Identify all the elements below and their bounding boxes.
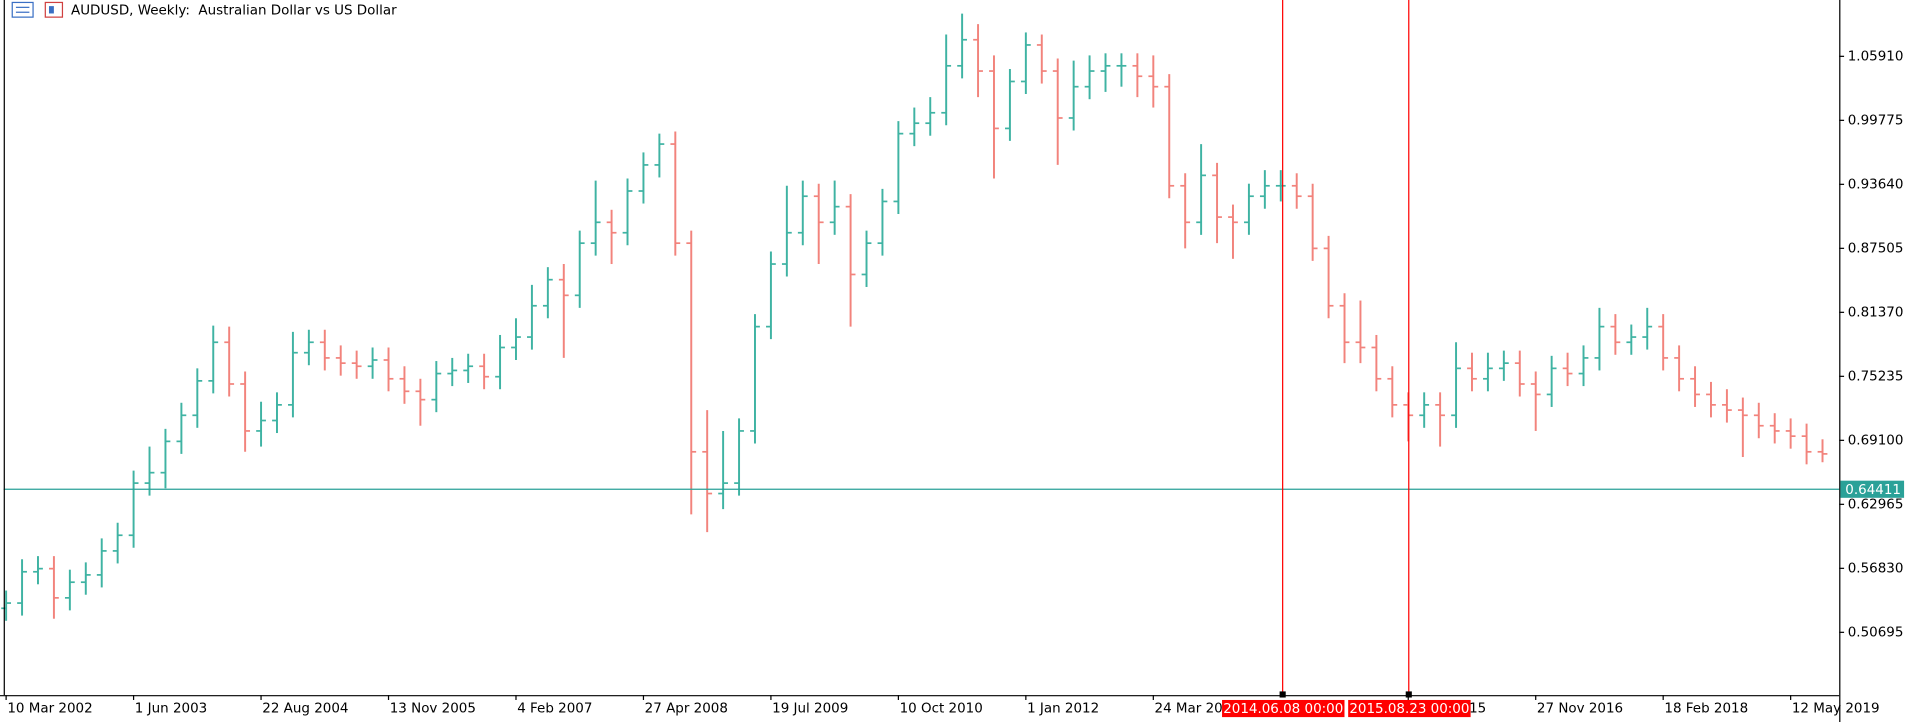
y-tick-label: 0.69100 (1848, 433, 1904, 448)
vertical-line-label: 2014.06.08 00:00 (1223, 702, 1343, 717)
current-price-label-bg (1840, 480, 1905, 498)
y-tick-label: 0.75235 (1848, 369, 1904, 384)
icon-part (48, 6, 54, 14)
line-anchor (1405, 691, 1412, 698)
overlay-layer: 2014.06.08 00:00 2015.08.23 00:00 (1222, 0, 1471, 717)
chart-icon[interactable] (11, 1, 34, 18)
y-tick-label: 0.99775 (1848, 113, 1904, 128)
chart-icons[interactable] (11, 1, 64, 18)
line-anchor (1279, 691, 1286, 698)
y-tick-label: 1.05910 (1848, 49, 1904, 64)
vertical-line-label-bg (1348, 699, 1471, 718)
x-tick-label: 13 Nov 2005 (390, 702, 476, 717)
y-tick-label: 0.62965 (1848, 497, 1904, 512)
x-tick-label: 12 May 2019 (1792, 702, 1880, 717)
x-tick-label: 24 Mar 2013 (1155, 702, 1240, 717)
vertical-line-label: 2015.08.23 00:00 (1349, 702, 1469, 717)
x-tick-label: 10 Mar 2002 (7, 702, 92, 717)
x-tick-label: 10 Oct 2010 (900, 702, 983, 717)
x-tick-label: 18 Feb 2018 (1664, 702, 1748, 717)
y-tick-label: 0.93640 (1848, 177, 1904, 192)
x-tick-label: 4 Feb 2007 (517, 702, 592, 717)
x-tick-label: 27 Apr 2008 (645, 702, 728, 717)
x-tick-label: 22 Aug 2004 (262, 702, 348, 717)
x-tick-label: 1 Jun 2003 (135, 702, 207, 717)
y-tick-label: 0.50695 (1848, 625, 1904, 640)
current-price-label: 0.64411 (1845, 483, 1901, 498)
vertical-line-label-bg (1222, 699, 1345, 718)
y-tick-label: 0.81370 (1848, 305, 1904, 320)
y-tick-label: 0.56830 (1848, 561, 1904, 576)
x-tick-label: 27 Nov 2016 (1537, 702, 1623, 717)
chart-title: AUDUSD, Weekly: Australian Dollar vs US … (71, 3, 397, 18)
plot-layer (1, 13, 1840, 621)
y-tick-label: 0.87505 (1848, 241, 1904, 256)
x-tick-label: 19 Jul 2009 (772, 702, 848, 717)
x-tick-label: 1 Jan 2012 (1027, 702, 1099, 717)
